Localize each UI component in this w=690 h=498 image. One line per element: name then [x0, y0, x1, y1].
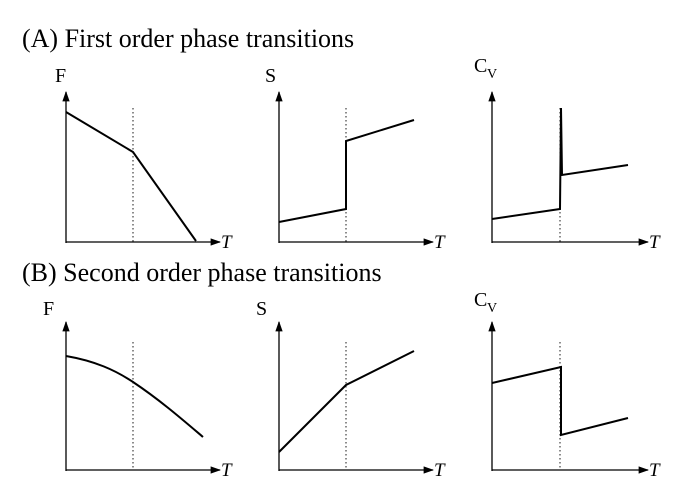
panel-b-entropy-curve [278, 350, 415, 453]
panel-a-free-energy-curve [65, 111, 197, 242]
panel-a-entropy: S T [265, 65, 446, 253]
panel-b-entropy-xlabel: T [434, 460, 446, 481]
section-a-title: (A) First order phase transitions [22, 24, 355, 53]
panel-b-heat-capacity-curve [491, 365, 629, 437]
panel-b-free-energy-ylabel: F [43, 298, 54, 320]
panel-a-free-energy-xlabel: T [221, 232, 233, 253]
panel-a-free-energy-ylabel: F [55, 65, 66, 87]
panel-b-heat-capacity: C V T [474, 289, 661, 481]
section-b-title: (B) Second order phase transitions [22, 258, 382, 287]
panel-a-entropy-xlabel: T [434, 232, 446, 253]
panel-b-heat-capacity-ylabel-sub: V [487, 301, 497, 316]
panel-b-free-energy: F T [43, 298, 233, 481]
panel-a-heat-capacity-curve [491, 107, 629, 220]
panel-b-heat-capacity-xlabel: T [649, 460, 661, 481]
panel-a-heat-capacity-ylabel: C [474, 55, 487, 77]
panel-a-entropy-ylabel: S [265, 65, 276, 87]
panel-b-heat-capacity-ylabel: C [474, 289, 487, 311]
panel-b-entropy-ylabel: S [256, 298, 267, 320]
panel-a-heat-capacity: C V T [474, 55, 661, 253]
panel-b-entropy: S T [256, 298, 446, 481]
panel-b-free-energy-xlabel: T [221, 460, 233, 481]
panel-b-free-energy-curve [65, 355, 204, 438]
panel-a-free-energy: F T [55, 65, 233, 253]
panel-a-heat-capacity-xlabel: T [649, 232, 661, 253]
panel-a-entropy-curve [278, 119, 415, 223]
panel-a-heat-capacity-ylabel-sub: V [487, 67, 497, 82]
